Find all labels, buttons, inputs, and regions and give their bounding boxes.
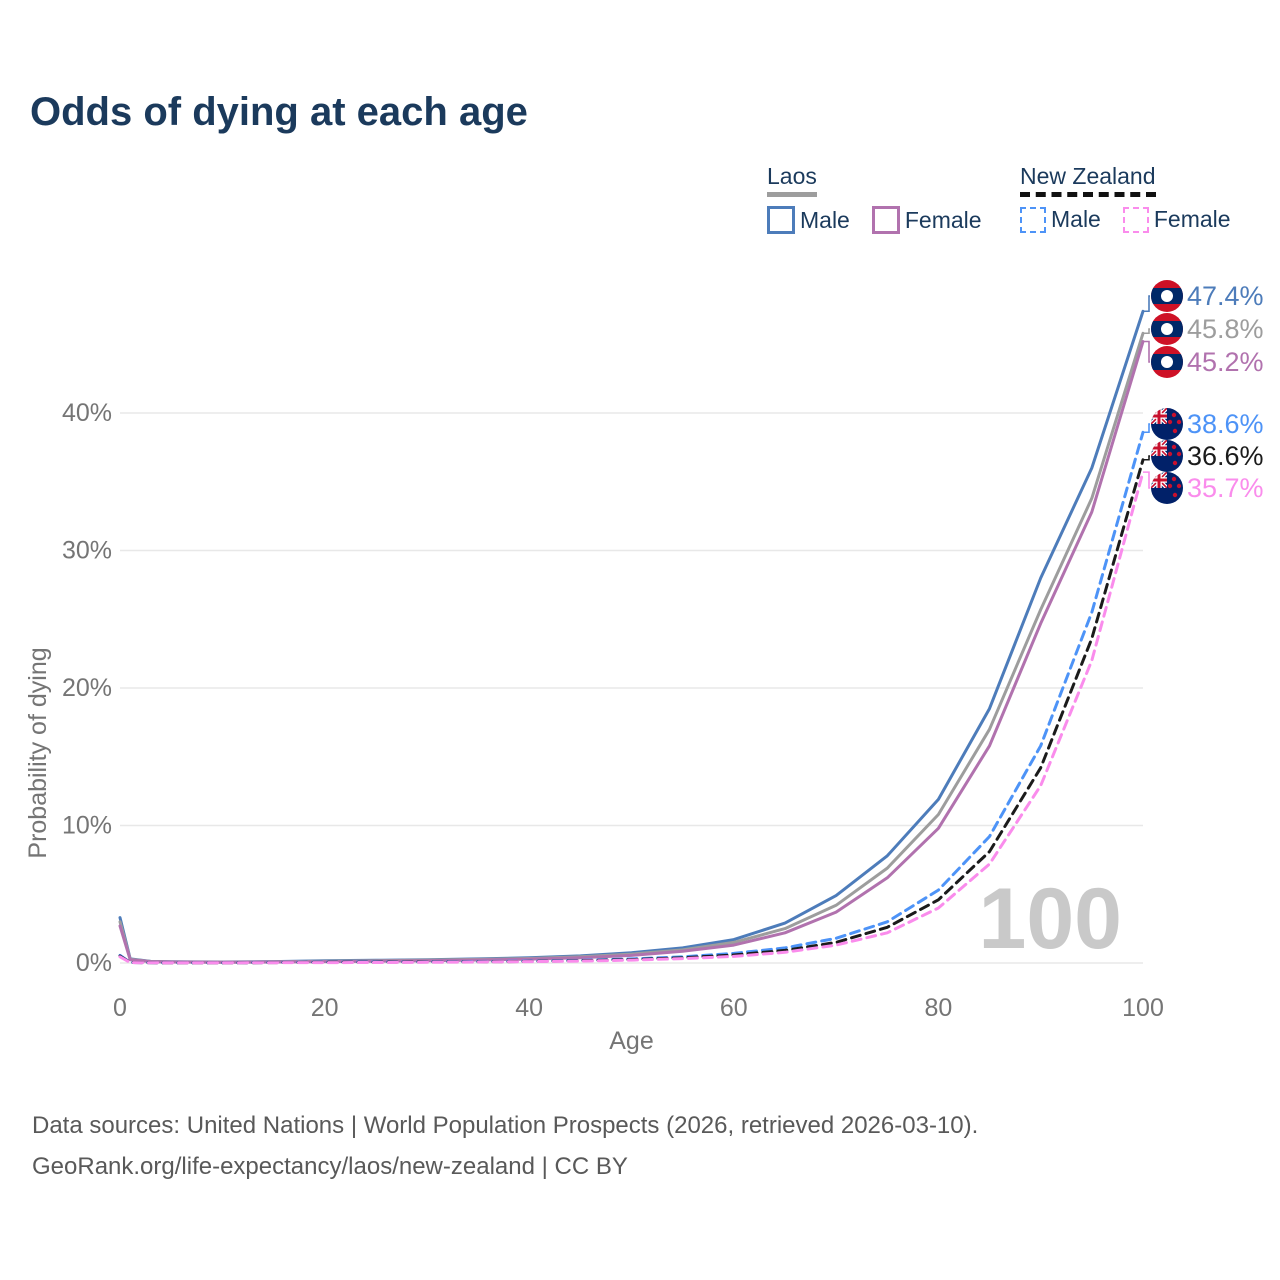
legend-swatch-icon — [1122, 206, 1149, 233]
x-axis-tick-label: 100 — [1122, 994, 1164, 1022]
legend-item-new-zealand-female[interactable]: Female — [1122, 206, 1231, 233]
legend-swatch-icon — [1020, 206, 1046, 233]
x-axis-tick-label: 0 — [113, 994, 127, 1022]
end-label-connector — [1143, 423, 1150, 434]
x-axis-tick-label: 20 — [311, 994, 339, 1022]
legend-item-label: Male — [800, 206, 850, 233]
legend-swatch-icon — [767, 206, 795, 234]
y-axis-title: Probability of dying — [24, 647, 52, 858]
legend-swatch-icon — [871, 206, 900, 234]
x-axis-tick-label: 60 — [720, 994, 748, 1022]
legend-item-new-zealand-male[interactable]: Male — [1020, 206, 1101, 233]
legend-group-title: New Zealand — [1020, 163, 1156, 197]
x-axis-tick-label: 80 — [924, 994, 952, 1022]
new-zealand-flag-icon — [1151, 472, 1183, 504]
end-label-connector — [1143, 295, 1150, 313]
end-label-connector — [1143, 340, 1150, 363]
legend-item-laos-male[interactable]: Male — [767, 206, 850, 234]
series-line-laos-both-sexes — [118, 331, 1145, 964]
legend-item-label: Female — [1153, 206, 1231, 232]
x-axis-title: Age — [609, 1027, 653, 1055]
legend-group-laos: Laos Male Female — [767, 163, 982, 234]
end-label-connector — [1143, 328, 1150, 335]
laos-flag-icon — [1151, 280, 1183, 312]
legend-group-title: Laos — [767, 163, 817, 197]
age-watermark: 100 — [979, 871, 1123, 967]
end-label-connector — [1143, 471, 1150, 489]
end-label-new-zealand-male: 38.6% — [1187, 409, 1264, 439]
laos-flag-icon — [1151, 313, 1183, 345]
legend-item-label: Female — [904, 206, 982, 233]
end-label-laos-female: 45.2% — [1187, 347, 1264, 377]
y-axis-tick-label: 30% — [62, 537, 112, 565]
x-axis-tick-label: 40 — [515, 994, 543, 1022]
end-label-new-zealand-female: 35.7% — [1187, 473, 1264, 503]
series-line-new-zealand-female — [118, 470, 1145, 965]
legend-item-label: Male — [1051, 206, 1101, 232]
new-zealand-flag-icon — [1151, 440, 1183, 472]
series-line-laos-female — [118, 340, 1145, 964]
footer-attribution: Data sources: United Nations | World Pop… — [32, 1105, 978, 1187]
end-label-connector — [1143, 455, 1150, 461]
page-title: Odds of dying at each age — [30, 90, 528, 134]
y-axis-tick-label: 20% — [62, 674, 112, 702]
y-axis-tick-label: 10% — [62, 812, 112, 840]
end-label-new-zealand-both-sexes: 36.6% — [1187, 441, 1264, 471]
source-url-text: GeoRank.org/life-expectancy/laos/new-zea… — [32, 1153, 628, 1180]
chart-legend: Laos Male Female New Zealand Male Female — [0, 163, 1280, 253]
data-sources-text: Data sources: United Nations | World Pop… — [32, 1112, 979, 1139]
legend-group-new-zealand: New Zealand Male Female — [1020, 163, 1231, 233]
y-axis-tick-label: 40% — [62, 399, 112, 427]
end-label-laos-male: 47.4% — [1187, 281, 1264, 311]
new-zealand-flag-icon — [1151, 408, 1183, 440]
legend-item-laos-female[interactable]: Female — [871, 206, 982, 234]
laos-flag-icon — [1151, 346, 1183, 378]
end-label-laos-both-sexes: 45.8% — [1187, 314, 1264, 344]
y-axis-tick-label: 0% — [76, 949, 112, 977]
